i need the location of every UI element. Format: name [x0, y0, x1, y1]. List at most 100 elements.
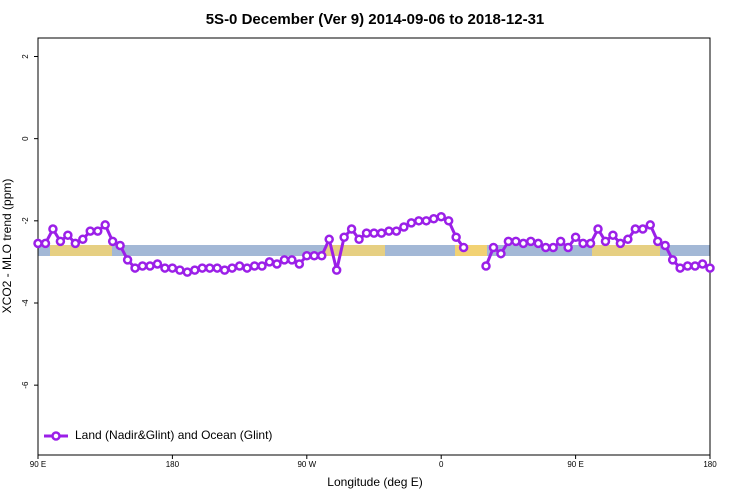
data-point: [264, 257, 275, 267]
data-point: [630, 224, 641, 234]
x-axis-label: Longitude (deg E): [327, 475, 422, 489]
data-point: [302, 250, 312, 261]
data-point: [690, 261, 700, 271]
data-point: [652, 236, 663, 247]
data-point: [309, 250, 320, 261]
data-point: [70, 238, 81, 249]
data-point: [503, 236, 514, 247]
data-point: [436, 211, 446, 222]
data-point: [623, 234, 633, 245]
data-point: [488, 242, 499, 253]
data-point: [272, 259, 282, 269]
data-point: [451, 232, 461, 243]
data-point: [190, 265, 200, 275]
data-point: [182, 267, 193, 277]
data-point: [48, 224, 58, 234]
data-point: [563, 242, 573, 253]
data-point: [593, 224, 603, 234]
data-point: [399, 222, 409, 232]
data-point: [85, 226, 96, 236]
data-point: [137, 261, 148, 271]
data-point: [600, 236, 611, 247]
land-patch: [455, 245, 487, 256]
data-point: [40, 238, 51, 249]
data-point: [78, 234, 88, 245]
data-point: [376, 228, 387, 238]
land-patch: [592, 245, 660, 256]
data-point: [391, 226, 402, 236]
data-point: [414, 216, 424, 226]
data-point: [257, 261, 267, 271]
data-point: [324, 234, 334, 245]
data-point: [227, 263, 237, 273]
data-point: [496, 248, 506, 259]
data-point: [406, 218, 417, 228]
y-tick-label: 0: [21, 136, 30, 141]
data-point: [369, 228, 379, 238]
data-point: [287, 255, 297, 265]
map-band: [38, 245, 710, 256]
data-point: [615, 238, 626, 249]
data-point: [526, 236, 536, 247]
data-point: [608, 230, 618, 240]
data-point: [428, 214, 439, 224]
data-point: [316, 250, 327, 261]
data-point: [682, 261, 693, 271]
data-point: [585, 238, 596, 249]
data-point: [354, 234, 364, 245]
y-tick-label: -2: [21, 217, 30, 225]
data-point: [645, 220, 656, 230]
x-tick-label: 90 W: [297, 460, 316, 469]
data-point: [242, 263, 252, 273]
y-axis-label: XCO2 - MLO trend (ppm): [0, 179, 14, 314]
data-point: [331, 265, 342, 275]
data-point: [212, 263, 222, 273]
data-point: [122, 255, 133, 265]
data-point: [578, 238, 588, 249]
data-point: [107, 236, 118, 247]
data-point: [145, 261, 155, 271]
data-point: [160, 263, 170, 273]
data-point: [421, 216, 432, 226]
y-tick-label: -6: [21, 381, 30, 389]
land-patch: [325, 245, 385, 256]
x-tick-label: 0: [439, 460, 444, 469]
data-point: [384, 226, 394, 236]
data-point: [443, 216, 454, 226]
data-point: [55, 236, 66, 247]
data-point: [458, 242, 469, 253]
data-point: [219, 265, 230, 275]
data-point: [339, 232, 349, 243]
data-point: [548, 242, 558, 253]
data-point: [234, 261, 245, 271]
x-tick-label: 180: [166, 460, 180, 469]
data-point: [511, 236, 521, 247]
chart-title: 5S-0 December (Ver 9) 2014-09-06 to 2018…: [206, 11, 545, 28]
data-point: [540, 242, 551, 253]
data-point: [167, 263, 178, 273]
x-tick-label: 180: [703, 460, 717, 469]
y-tick-label: 2: [21, 54, 30, 59]
data-point: [660, 240, 670, 251]
data-point: [63, 230, 73, 240]
land-patch: [50, 245, 112, 256]
data-point: [638, 224, 648, 234]
data-point: [152, 259, 163, 269]
data-point: [249, 261, 260, 271]
data-point: [204, 263, 215, 273]
data-point: [481, 261, 491, 271]
data-point: [33, 238, 43, 249]
data-point: [705, 263, 715, 273]
data-point: [570, 232, 581, 243]
legend-marker: [51, 431, 61, 441]
data-point: [197, 263, 208, 273]
data-point: [92, 226, 103, 236]
y-tick-label: -4: [21, 299, 30, 307]
legend-label: Land (Nadir&Glint) and Ocean (Glint): [75, 428, 272, 442]
data-point: [100, 220, 110, 230]
data-point: [115, 240, 125, 251]
data-point: [130, 263, 140, 273]
data-point: [667, 255, 678, 265]
data-point: [555, 236, 566, 247]
